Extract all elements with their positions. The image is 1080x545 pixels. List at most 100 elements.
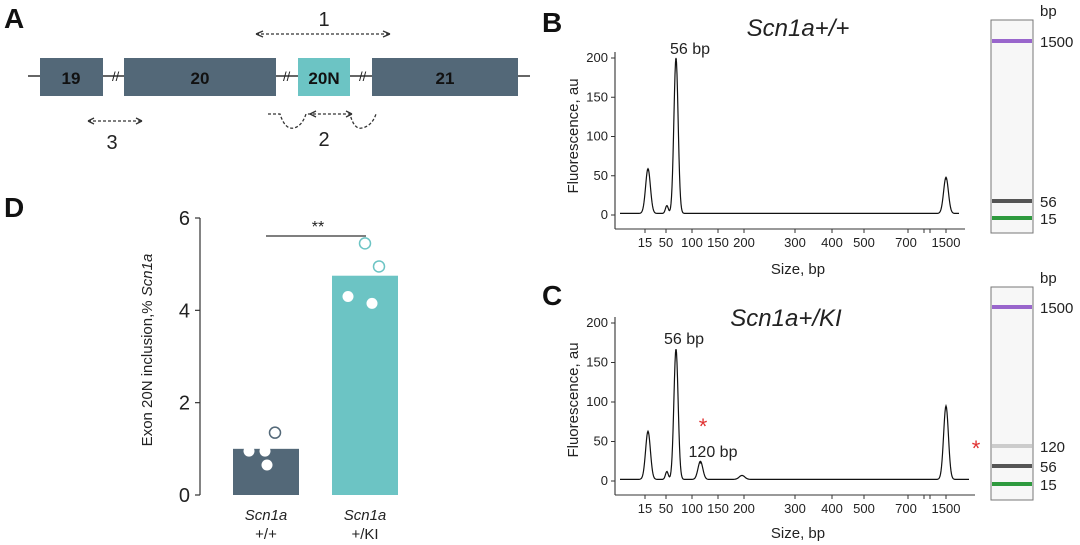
x-tick-label: 500 — [853, 501, 875, 516]
gel-band-label-120: 120 — [1040, 439, 1065, 456]
bar-y-axis-label: Exon 20N inclusion,% Scn1a — [139, 254, 156, 447]
primer-pair-3: 3 — [87, 117, 143, 154]
bar-chart-panel: Exon 20N inclusion,% Scn1a ** Scn1a +/+ … — [139, 208, 398, 543]
x-tick-label: 400 — [821, 501, 843, 516]
gel-band-1500 — [992, 39, 1032, 43]
data-point — [268, 426, 282, 439]
y-tick-label: 0 — [601, 207, 608, 222]
gel-band-56 — [992, 464, 1032, 468]
y-tick-label: 150 — [586, 89, 608, 104]
x-tick-label: 700 — [895, 501, 917, 516]
y-tick-label: 150 — [586, 355, 608, 370]
y-tick-label: 100 — [586, 129, 608, 144]
fluorescence-trace — [620, 57, 959, 214]
exon-20n-label: 20N — [308, 69, 339, 88]
bar-group-label-1-line2: +/+ — [255, 526, 277, 543]
x-tick-label: 150 — [707, 235, 729, 250]
panel-label-b: B — [542, 7, 562, 38]
bar-y-tick-label: 4 — [179, 300, 190, 322]
x-tick-label: 1500 — [932, 501, 961, 516]
peak-marker — [675, 58, 677, 61]
data-point — [243, 445, 255, 457]
exon-20-label: 20 — [191, 69, 210, 88]
gel-band-1500 — [992, 305, 1032, 309]
peak-marker — [647, 432, 649, 434]
panel-c-secondary-peak-label: 120 bp — [689, 444, 738, 461]
panel-b-title: Scn1a+/+ — [747, 15, 850, 42]
gel-band-120 — [992, 444, 1032, 448]
bar-2 — [332, 275, 398, 495]
primer-label-3: 3 — [106, 132, 117, 154]
bar-y-tick-label: 0 — [179, 485, 190, 507]
gel-band-label-1500: 1500 — [1040, 300, 1073, 317]
gel-band-label-56: 56 — [1040, 459, 1057, 476]
data-point — [358, 237, 372, 250]
panel-b-peak-label: 56 bp — [670, 41, 710, 58]
peak-marker — [945, 178, 947, 180]
x-tick-label: 1500 — [932, 235, 961, 250]
primer-pair-1: 1 — [255, 9, 391, 38]
bar-y-tick-label: 2 — [179, 393, 190, 415]
panel-c-title: Scn1a+/KI — [730, 305, 842, 332]
y-tick-label: 50 — [594, 168, 608, 183]
gel-band-15 — [992, 482, 1032, 486]
panel-label-d: D — [4, 192, 24, 223]
x-tick-label: 700 — [895, 235, 917, 250]
y-tick-label: 100 — [586, 394, 608, 409]
gel-lane-b-frame — [990, 19, 1034, 234]
x-tick-label: 150 — [707, 501, 729, 516]
panel-c-peak-label: 56 bp — [664, 331, 704, 348]
data-point — [372, 260, 386, 273]
x-tick-label: 400 — [821, 235, 843, 250]
panel-c-star-marker: * — [699, 414, 708, 439]
peak-marker — [945, 406, 947, 409]
electropherogram-c: Fluorescence, au Size, bp 56 bp * 120 bp… — [565, 315, 975, 542]
significance-label: ** — [312, 219, 324, 236]
primer-label-2: 2 — [318, 129, 329, 151]
x-tick-label: 300 — [784, 235, 806, 250]
x-tick-label: 500 — [853, 235, 875, 250]
x-tick-label: 15 — [638, 501, 652, 516]
panel-c-y-axis-label: Fluorescence, au — [565, 342, 582, 457]
gel-band-56 — [992, 199, 1032, 203]
exon-20n-box — [298, 58, 350, 96]
exon-19-label: 19 — [62, 69, 81, 88]
peak-marker — [699, 462, 702, 464]
x-tick-label: 50 — [659, 235, 673, 250]
gel-c-unit: bp — [1040, 270, 1057, 287]
fluorescence-trace — [620, 349, 969, 480]
x-tick-label: 200 — [733, 501, 755, 516]
x-tick-label: 200 — [733, 235, 755, 250]
gel-band-15 — [992, 216, 1032, 220]
primer-pair-2: 2 — [268, 110, 377, 151]
exon-20-box — [124, 58, 276, 96]
panel-label-c: C — [542, 280, 562, 311]
y-tick-label: 50 — [594, 434, 608, 449]
peak-marker — [675, 349, 677, 352]
x-tick-label: 100 — [681, 235, 703, 250]
y-tick-label: 200 — [586, 50, 608, 65]
exon-21-box — [372, 58, 518, 96]
y-tick-label: 0 — [601, 473, 608, 488]
bar-group-label-2-line2: +/KI — [351, 526, 378, 543]
x-tick-label: 100 — [681, 501, 703, 516]
bar-group-label-1-line1: Scn1a — [245, 507, 288, 524]
x-tick-label: 50 — [659, 501, 673, 516]
exon-19-box — [40, 58, 103, 96]
exon-21-label: 21 — [436, 69, 455, 88]
data-point — [259, 445, 271, 457]
data-point — [342, 290, 354, 302]
data-point — [261, 459, 273, 471]
gel-band-label-15: 15 — [1040, 477, 1057, 494]
break-mark-3: // — [359, 69, 367, 84]
data-point — [366, 297, 378, 309]
panel-c-x-axis-label: Size, bp — [771, 525, 825, 542]
gel-c-star-marker: * — [972, 436, 981, 461]
peak-marker — [647, 169, 649, 172]
gel-b-unit: bp — [1040, 3, 1057, 20]
break-mark-2: // — [283, 69, 291, 84]
gene-diagram: // // // 19 20 20N 21 1 2 3 — [28, 9, 530, 154]
